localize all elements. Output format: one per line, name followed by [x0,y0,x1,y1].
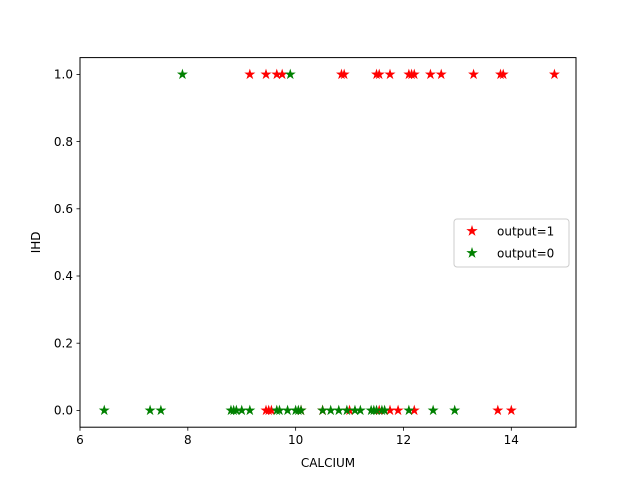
ticks-layer: 6 8 10 12 14 0.0 0.2 0.4 0.6 0.8 1.0 [54,68,519,448]
data-point-output-0 [155,404,167,416]
x-tick-label: 12 [396,433,411,447]
data-point-output-0 [449,404,461,416]
legend-marker-output-0 [466,247,478,258]
data-point-output-0 [176,68,188,80]
legend: output=1 output=0 [453,218,570,268]
data-point-output-1 [435,68,447,80]
data-point-output-0 [354,404,366,416]
x-tick-label: 8 [184,433,192,447]
points-layer [98,68,560,416]
data-point-output-0 [244,404,256,416]
data-point-output-1 [497,68,509,80]
y-axis-label: IHD [29,231,43,253]
x-tick-label: 10 [288,433,303,447]
data-point-output-0 [282,404,294,416]
data-point-output-0 [379,404,391,416]
data-point-output-1 [373,68,385,80]
data-point-output-0 [333,404,345,416]
data-point-output-0 [325,404,337,416]
data-point-output-1 [338,68,350,80]
y-tick-label: 0.2 [54,336,73,350]
data-point-output-1 [492,404,504,416]
data-point-output-1 [548,68,560,80]
legend-label-output-1: output=1 [497,225,554,239]
data-point-output-1 [424,68,436,80]
plot-frame [79,57,577,428]
data-point-output-0 [144,404,156,416]
legend-marker-output-1 [466,225,478,236]
y-tick-label: 0.4 [54,269,73,283]
data-point-output-1 [392,404,404,416]
data-point-output-1 [408,68,420,80]
legend-label-output-0: output=0 [497,247,554,261]
data-point-output-0 [317,404,329,416]
data-point-output-0 [98,404,110,416]
x-axis-label: CALCIUM [301,456,355,470]
legend-box [453,218,570,268]
data-point-output-1 [384,68,396,80]
data-point-output-0 [403,404,415,416]
data-point-output-0 [427,404,439,416]
x-tick-label: 14 [504,433,519,447]
data-point-output-1 [244,68,256,80]
data-point-output-0 [295,404,307,416]
data-point-output-0 [284,68,296,80]
y-tick-label: 0.8 [54,135,73,149]
x-tick-label: 6 [76,433,84,447]
y-tick-label: 0.6 [54,202,73,216]
y-tick-label: 0.0 [54,404,73,418]
y-tick-label: 1.0 [54,68,73,82]
data-point-output-1 [468,68,480,80]
data-point-output-1 [260,68,272,80]
data-point-output-1 [505,404,517,416]
